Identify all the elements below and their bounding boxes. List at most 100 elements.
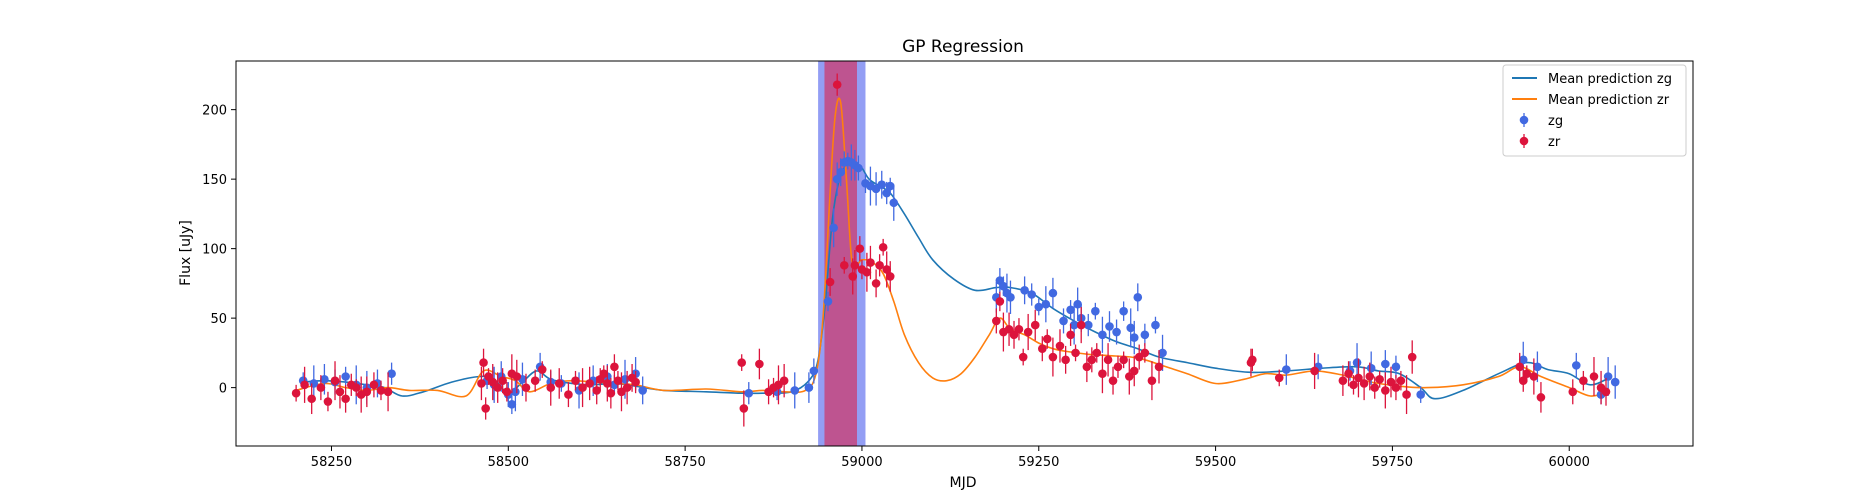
zr-marker — [622, 383, 632, 392]
zg-marker — [1098, 330, 1107, 340]
zr-point — [1076, 307, 1086, 344]
zr-marker — [992, 316, 1001, 326]
zr-marker — [477, 379, 486, 388]
zr-marker — [1579, 376, 1588, 385]
zr-marker — [1018, 352, 1028, 362]
zr-point — [1386, 366, 1396, 398]
zr-point — [779, 363, 789, 398]
zr-point — [1606, 0, 1615, 4]
zg-marker — [823, 297, 833, 306]
zr-marker — [1248, 355, 1257, 365]
zr-point — [1055, 329, 1065, 363]
zg-marker — [1126, 323, 1136, 333]
zr-point — [832, 73, 842, 96]
zr-marker — [1061, 355, 1070, 365]
zr-marker — [1076, 320, 1086, 330]
zr-point — [764, 379, 773, 405]
zg-point — [638, 376, 647, 405]
zr-marker — [1124, 372, 1134, 381]
zr-point — [1154, 350, 1164, 384]
zr-marker — [1098, 369, 1107, 379]
zr-point — [1071, 344, 1080, 362]
y-axis-label: Flux [uJy] — [178, 220, 194, 286]
zr-point — [1048, 337, 1058, 377]
zg-point — [1151, 316, 1160, 334]
zg-marker — [1059, 316, 1068, 326]
zr-marker — [855, 244, 865, 253]
zr-point — [613, 370, 623, 391]
zg-marker — [341, 372, 350, 381]
zg-point — [1034, 298, 1044, 316]
zr-point — [335, 375, 345, 409]
zr-point — [755, 348, 764, 380]
zr-marker — [481, 404, 490, 413]
legend-zg-point-swatch — [1519, 113, 1529, 127]
zr-point — [882, 251, 891, 288]
zr-marker — [376, 386, 386, 395]
zr-point — [875, 254, 884, 277]
zr-marker — [1370, 383, 1380, 392]
zr-point — [376, 380, 386, 401]
zr-marker — [1529, 372, 1539, 381]
zr-point — [878, 238, 888, 256]
zr-point — [323, 391, 333, 412]
zr-point — [599, 365, 609, 383]
zg-marker — [1391, 362, 1401, 372]
zr-point — [537, 361, 547, 378]
zg-marker — [387, 369, 396, 379]
zg-marker — [877, 180, 887, 190]
zg-point — [1091, 302, 1100, 320]
zr-marker — [335, 387, 345, 397]
zr-point — [1098, 354, 1107, 394]
y-tick-label: 200 — [202, 104, 227, 119]
zg-point — [829, 208, 838, 248]
zg-marker — [1133, 292, 1143, 302]
zr-point — [554, 368, 564, 399]
legend-zg-marker — [1519, 115, 1529, 125]
chart-title: GP Regression — [902, 37, 1024, 57]
zr-points — [291, 0, 1615, 427]
zr-marker — [882, 265, 891, 274]
zr-point — [1375, 370, 1384, 388]
zr-marker — [825, 277, 835, 287]
zr-point — [1119, 351, 1128, 369]
zr-marker — [546, 383, 556, 392]
line-mean-prediction-zr — [295, 97, 1609, 398]
zr-point — [1018, 348, 1028, 366]
zr-point — [1396, 370, 1406, 391]
zr-marker — [362, 387, 372, 397]
zg-marker — [885, 181, 895, 191]
zg-point — [832, 162, 842, 196]
zg-marker — [1151, 320, 1160, 330]
zg-marker — [1571, 361, 1581, 370]
zg-marker — [1066, 305, 1075, 315]
zr-point — [488, 363, 498, 401]
zg-point — [804, 372, 814, 403]
zr-marker — [351, 383, 361, 392]
zg-marker — [1129, 333, 1139, 342]
zr-point — [578, 368, 587, 408]
zg-marker — [1091, 306, 1100, 316]
zr-point — [1344, 361, 1353, 387]
zg-point — [1027, 283, 1036, 306]
zg-point — [1020, 276, 1029, 305]
zr-marker — [383, 387, 393, 397]
zr-marker — [1407, 352, 1417, 362]
zg-marker — [809, 366, 819, 376]
zr-point — [341, 384, 350, 413]
zr-point — [1381, 372, 1390, 409]
zr-marker — [739, 404, 749, 413]
zr-point — [530, 369, 540, 392]
zr-marker — [578, 383, 587, 392]
zg-point — [387, 362, 396, 385]
legend-zr-line-label: Mean prediction zr — [1548, 93, 1670, 108]
zr-marker — [1038, 344, 1047, 354]
x-tick-label: 59250 — [1018, 455, 1059, 470]
zr-marker — [1023, 327, 1033, 337]
x-tick-label: 60000 — [1549, 455, 1590, 470]
zr-marker — [585, 379, 594, 388]
zg-point — [744, 382, 754, 405]
zr-marker — [323, 397, 333, 406]
zr-point — [546, 369, 556, 406]
zr-marker — [1354, 373, 1363, 383]
